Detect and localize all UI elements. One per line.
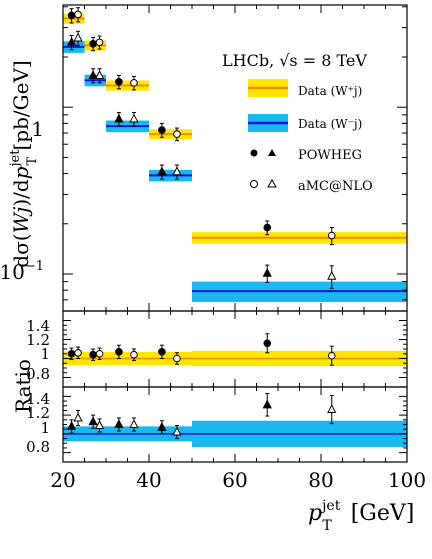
ratio2-y-tick-0.8: 0.8 — [26, 438, 50, 456]
ratio2-powheg-point-1 — [88, 416, 98, 426]
ratio1-amcnlo-point-3 — [173, 354, 181, 363]
ratio1-y-tick-1.2: 1.2 — [26, 331, 50, 349]
ratio2-powheg-point-0 — [66, 420, 77, 430]
powheg-point-2 — [115, 78, 123, 86]
ratio1-powheg-point-2 — [115, 348, 123, 356]
ratio2-powheg-point-3 — [157, 421, 167, 431]
powheg-point-9 — [262, 267, 272, 277]
ratio1-y-tick-1.4: 1.4 — [26, 317, 50, 335]
amcnlo-point-4 — [327, 231, 336, 240]
powheg-point-1 — [89, 39, 97, 48]
legend-marker-powheg-circle — [250, 149, 258, 157]
x-tick-label-100: 100 — [388, 468, 426, 492]
x-axis-title: pjet T [GeV] — [308, 498, 414, 534]
ratio1-amcnlo-point-2 — [130, 350, 138, 359]
uncertainty-bands — [63, 13, 407, 447]
legend: Data (W⁺j) Data (W⁻j) POWHEG aMC@NLO — [248, 79, 373, 194]
x-tick-label-80: 80 — [308, 468, 333, 492]
y-title-part-2: Wj — [9, 207, 33, 234]
powheg-point-5 — [66, 36, 77, 46]
ratio2-amcnlo-point-3 — [172, 426, 182, 436]
frame-ratio1 — [62, 310, 408, 388]
x-title-p: p — [308, 501, 322, 526]
amcnlo-point-7 — [129, 113, 139, 123]
y-tick-label-0.1-exponent: −1 — [25, 259, 44, 274]
legend-label-wplus: Data (W⁺j) — [298, 84, 362, 98]
powheg-point-4 — [263, 223, 272, 232]
ratio2-powheg-point-4 — [262, 399, 272, 409]
ratio1-powheg-point-3 — [158, 348, 166, 356]
ratio2-powheg-point-2 — [114, 419, 124, 428]
amcnlo-point-1 — [95, 38, 104, 47]
legend-label-powheg: POWHEG — [298, 148, 362, 163]
panel-frames — [62, 4, 408, 463]
powheg-point-8 — [157, 166, 167, 176]
ratio1-y-tick-1: 1 — [40, 345, 50, 363]
ratio2-amcnlo-point-4 — [327, 404, 337, 413]
x-tick-label-60: 60 — [222, 468, 247, 492]
legend-label-wminus: Data (W⁻j) — [298, 117, 362, 131]
x-tick-label-20: 20 — [50, 468, 75, 492]
amcnlo-point-8 — [172, 166, 182, 176]
ratio1-y-tick-0.8: 0.8 — [26, 365, 50, 383]
ratio1-powheg-point-1 — [89, 350, 97, 359]
amcnlo-point-5 — [73, 32, 83, 42]
ratio1-amcnlo-point-0 — [74, 349, 82, 357]
ratio1-amcnlo-point-1 — [95, 349, 104, 358]
x-title-subscript: T — [322, 518, 332, 534]
x-tick-label-40: 40 — [136, 468, 161, 492]
powheg-point-7 — [114, 113, 124, 123]
amcnlo-point-6 — [94, 70, 105, 79]
powheg-point-6 — [88, 70, 98, 79]
amcnlo-point-0 — [74, 10, 82, 19]
ratio2-y-tick-1.2: 1.2 — [26, 404, 50, 422]
experiment-annotation: LHCb, √s = 8 TeV — [222, 51, 367, 70]
x-title-superscript: jet — [320, 498, 341, 514]
powheg-point-3 — [158, 126, 166, 134]
ratio2-amcnlo-point-2 — [129, 419, 139, 428]
y-tick-label-0.1: 10−1 — [0, 259, 44, 284]
y-title-part-4: p — [9, 166, 33, 179]
x-title-unit: [GeV] — [344, 501, 415, 526]
legend-label-amcnlo: aMC@NLO — [298, 179, 373, 194]
y-title-part-1: dσ( — [9, 233, 33, 267]
ratio2-y-tick-1.4: 1.4 — [26, 390, 50, 408]
legend-marker-amcnlo-circle — [250, 180, 258, 188]
legend-marker-amcnlo-triangle — [267, 178, 277, 188]
ratio1-amcnlo-point-4 — [327, 351, 336, 360]
y-title-superscript: jet — [8, 149, 23, 169]
main-y-axis-title: dσ(Wj)/dpjet T [pb/GeV] — [8, 60, 40, 267]
powheg-point-0 — [67, 11, 76, 20]
ratio1-powheg-point-0 — [67, 349, 76, 358]
y-title-part-3: )/d — [9, 179, 33, 207]
prediction-markers — [66, 7, 337, 440]
ratio-y-axis-title: Ratio — [11, 359, 35, 413]
amcnlo-point-2 — [130, 79, 138, 87]
ratio2-y-tick-1: 1 — [40, 419, 50, 437]
ratio1-powheg-point-4 — [263, 339, 272, 348]
amcnlo-point-9 — [327, 270, 337, 280]
y-title-part-7: [pb/GeV] — [9, 60, 33, 157]
legend-marker-powheg-triangle — [268, 149, 276, 156]
y-tick-label-0.1-base: 10 — [0, 260, 25, 284]
amcnlo-point-3 — [173, 130, 181, 138]
y-tick-label-1: 1 — [31, 117, 44, 141]
y-title-subscript: T — [25, 157, 40, 166]
ratio2-amcnlo-point-0 — [73, 412, 83, 422]
ratio2-amcnlo-point-1 — [94, 420, 105, 429]
